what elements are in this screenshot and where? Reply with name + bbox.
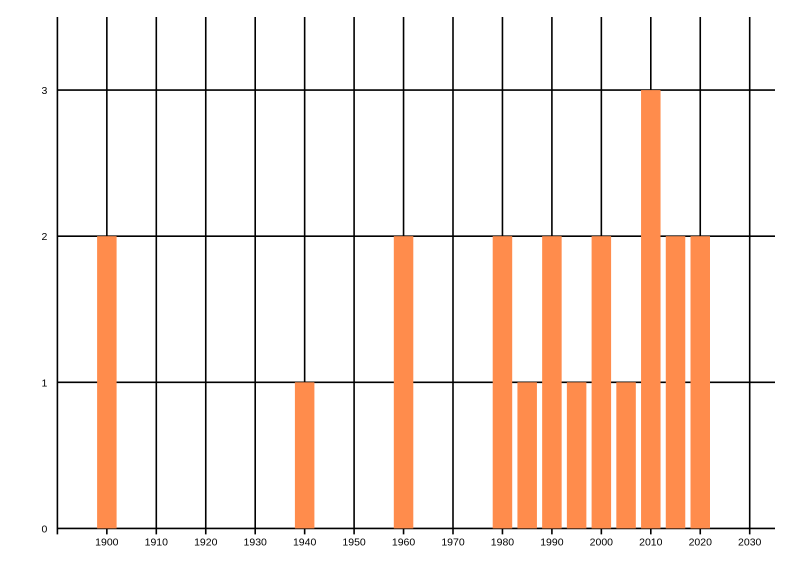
svg-text:2010: 2010: [639, 537, 663, 549]
svg-text:1910: 1910: [145, 537, 169, 549]
svg-text:2030: 2030: [738, 537, 762, 549]
svg-text:1900: 1900: [95, 537, 119, 549]
svg-text:1990: 1990: [540, 537, 564, 549]
svg-text:1980: 1980: [491, 537, 515, 549]
svg-text:2000: 2000: [590, 537, 614, 549]
svg-text:2: 2: [42, 231, 48, 243]
svg-text:1: 1: [42, 377, 48, 389]
svg-text:1930: 1930: [244, 537, 268, 549]
svg-text:0: 0: [42, 523, 48, 535]
svg-text:3: 3: [42, 85, 48, 97]
svg-text:1970: 1970: [441, 537, 465, 549]
svg-text:1920: 1920: [194, 537, 218, 549]
svg-text:2020: 2020: [689, 537, 713, 549]
svg-text:1950: 1950: [342, 537, 366, 549]
svg-text:1960: 1960: [392, 537, 416, 549]
svg-text:1940: 1940: [293, 537, 317, 549]
